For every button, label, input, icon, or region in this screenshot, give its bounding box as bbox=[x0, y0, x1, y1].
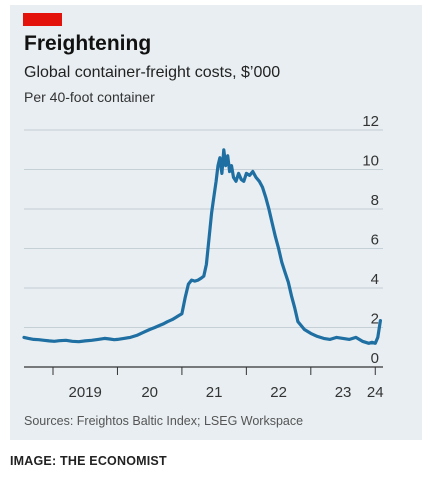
x-tick-label: 22 bbox=[270, 384, 287, 401]
image-credit: IMAGE: THE ECONOMIST bbox=[10, 454, 167, 468]
chart-subtitle: Global container-freight costs, $’000 bbox=[24, 64, 281, 81]
source-note: Sources: Freightos Baltic Index; LSEG Wo… bbox=[24, 414, 304, 428]
series-line bbox=[22, 148, 382, 345]
chart-unit-label: Per 40-foot container bbox=[24, 89, 155, 105]
y-tick-label: 12 bbox=[362, 113, 379, 130]
brand-red-bar bbox=[23, 13, 62, 26]
x-axis: 2019 20 21 22 23 24 bbox=[52, 367, 384, 401]
y-tick-label: 0 bbox=[371, 350, 379, 367]
x-tick-label: 21 bbox=[206, 384, 223, 401]
x-tick-label: 24 bbox=[367, 384, 384, 401]
x-tick-label: 2019 bbox=[69, 384, 102, 401]
y-tick-label: 6 bbox=[371, 232, 379, 249]
chart-title: Freightening bbox=[24, 32, 152, 55]
y-tick-label: 10 bbox=[362, 153, 379, 170]
y-tick-label: 2 bbox=[371, 311, 379, 328]
y-tick-label: 8 bbox=[371, 192, 379, 209]
series-lines bbox=[22, 148, 382, 345]
y-tick-label: 4 bbox=[371, 271, 379, 288]
x-tick-label: 20 bbox=[141, 384, 158, 401]
grid-lines bbox=[24, 129, 383, 368]
y-axis-tick-labels: 0 2 4 6 8 10 12 bbox=[362, 113, 379, 367]
x-tick-label: 23 bbox=[335, 384, 352, 401]
